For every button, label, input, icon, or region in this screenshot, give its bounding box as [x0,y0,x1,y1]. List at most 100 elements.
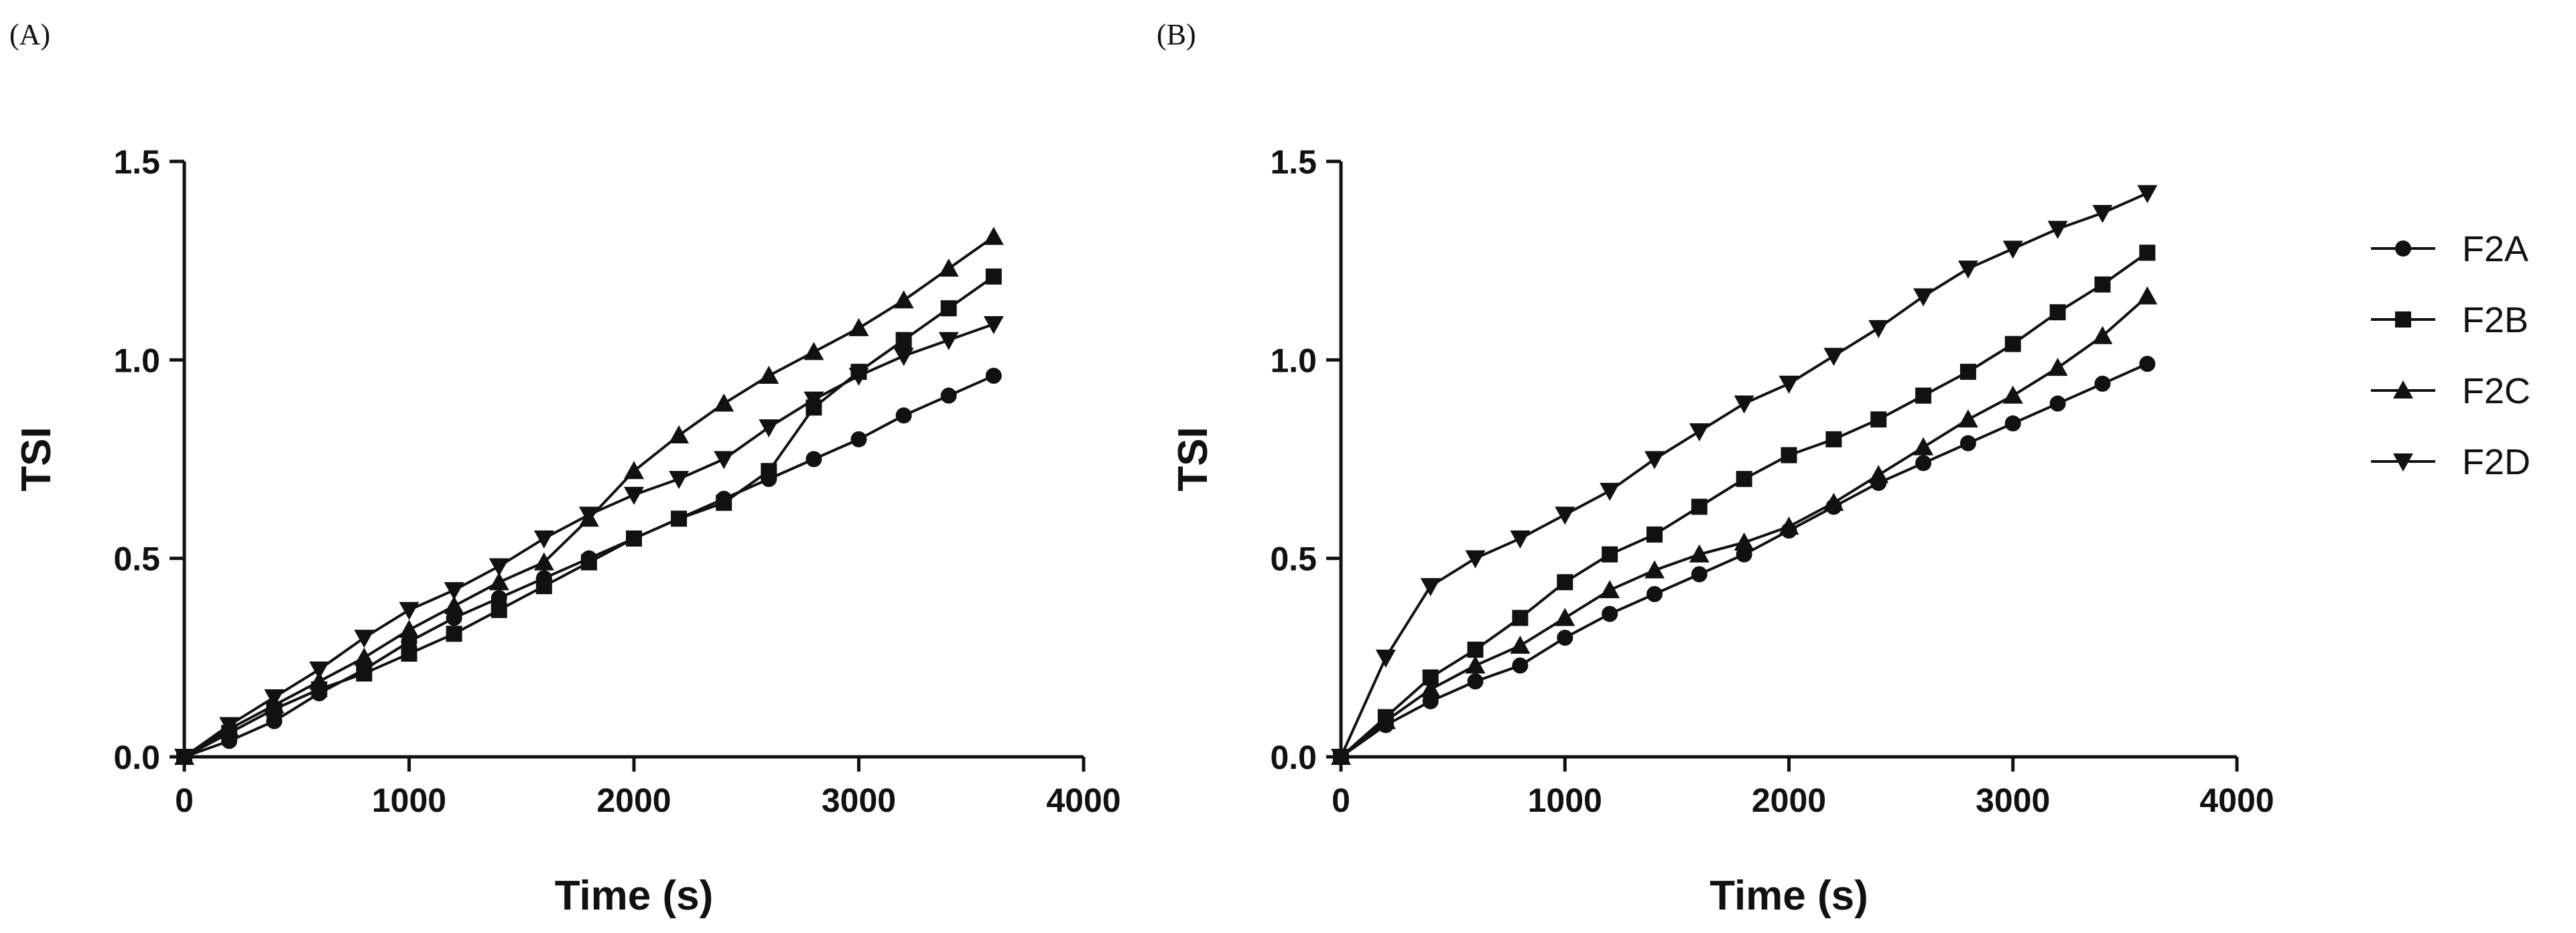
point-a-f2c-4 [354,647,375,666]
x-tick-label-b-3: 3000 [1976,782,2050,819]
point-b-f2c-18 [2137,286,2158,305]
point-b-f2a-3 [1467,673,1484,690]
point-b-f2d-6 [1600,482,1620,501]
point-b-f2b-18 [2139,244,2156,261]
x-tick-label-a-2: 2000 [596,782,671,819]
series-line-b-f2b [1340,251,2148,758]
panel-label-b: (B) [1157,18,1196,51]
point-b-f2a-17 [2094,375,2111,392]
point-b-f2c-14 [1957,409,1978,428]
point-b-f2b-3 [1467,641,1484,658]
point-b-f2b-16 [2049,304,2066,321]
legend-marker-f2a [2395,240,2411,257]
point-b-f2b-13 [1915,387,1932,404]
point-a-f2d-15 [848,368,869,386]
point-b-f2c-8 [1689,544,1710,563]
point-b-f2c-6 [1600,580,1620,599]
point-a-f2d-10 [624,486,644,505]
point-a-f2c-12 [714,393,734,412]
point-b-f2d-3 [1465,550,1486,569]
point-a-f2c-15 [848,317,869,336]
point-a-f2a-16 [895,407,912,424]
point-b-f2b-17 [2094,276,2111,293]
point-b-f2c-7 [1644,560,1665,579]
point-b-f2a-16 [2049,395,2066,412]
point-b-f2d-16 [2047,220,2068,239]
y-tick-label-a-3: 1.5 [113,143,160,181]
x-tick-label-b-4: 4000 [2199,782,2274,819]
point-a-f2a-17 [940,387,957,404]
point-a-f2c-10 [624,461,644,480]
point-b-f2d-8 [1689,423,1710,442]
point-b-f2a-13 [1915,455,1932,472]
point-b-f2d-4 [1510,530,1531,549]
point-a-f2b-7 [491,601,507,618]
x-tick-label-b-1: 1000 [1528,782,1602,819]
point-a-f2b-11 [671,510,688,527]
point-b-f2b-15 [2004,336,2021,352]
point-b-f2d-18 [2137,185,2158,204]
legend-marker-f2d [2393,453,2413,472]
point-b-f2c-10 [1779,516,1799,535]
x-tick-label-b-2: 2000 [1752,782,1826,819]
point-b-f2d-12 [1868,319,1889,338]
point-b-f2b-14 [1959,364,1976,380]
point-b-f2d-1 [1375,649,1396,668]
point-a-f2d-17 [938,332,959,350]
point-a-f2b-8 [535,578,552,595]
point-a-f2c-16 [893,290,914,309]
point-b-f2d-0 [1331,749,1351,767]
y-tick-label-b-1: 0.5 [1270,541,1317,578]
point-b-f2d-5 [1555,506,1575,525]
point-a-f2b-17 [940,300,957,317]
point-b-f2d-15 [2002,240,2023,259]
point-b-f2c-16 [2047,358,2068,376]
y-tick-label-a-1: 0.5 [113,541,160,578]
point-b-f2d-2 [1420,578,1441,597]
y-tick-label-a-2: 1.0 [113,342,160,379]
legend: F2A F2B F2C F2D [2371,229,2530,482]
legend-label-f2b: F2B [2462,300,2528,340]
point-a-f2c-14 [803,342,824,360]
point-a-f2b-13 [761,463,777,480]
point-a-f2c-11 [669,425,690,443]
point-a-f2c-6 [444,595,464,614]
point-b-f2d-9 [1734,395,1754,414]
panel-label-a: (A) [9,18,50,51]
point-a-f2d-13 [759,419,779,438]
point-b-f2a-14 [1959,435,1976,451]
point-b-f2c-15 [2002,385,2023,404]
point-a-f2b-4 [356,665,373,682]
point-a-f2d-14 [803,391,824,410]
point-b-f2a-4 [1512,657,1529,674]
point-b-f2c-4 [1510,636,1531,654]
chart-a: 0 1000 2000 3000 4000 0.0 0.5 1.0 1.5 Time (s) TSI [13,143,1121,919]
x-tick-label-a-0: 0 [175,782,194,819]
x-tick-label-a-3: 3000 [822,782,896,819]
y-tick-label-a-0: 0.0 [113,739,160,776]
legend-marker-f2c [2393,380,2413,399]
point-a-f2b-5 [401,645,417,662]
point-b-f2a-7 [1646,586,1663,603]
point-b-f2a-5 [1557,630,1573,646]
point-a-f2d-6 [444,582,464,601]
point-a-f2b-16 [895,332,912,348]
point-b-f2b-9 [1736,471,1752,488]
legend-label-f2a: F2A [2462,229,2528,269]
point-a-f2d-1 [219,717,240,735]
point-a-f2d-11 [669,471,690,490]
x-tick-label-a-1: 1000 [372,782,446,819]
point-a-f2b-18 [985,268,1002,285]
point-a-f2b-9 [580,554,597,571]
point-b-f2c-17 [2092,326,2113,344]
point-b-f2c-3 [1465,655,1486,674]
y-tick-label-b-0: 0.0 [1270,739,1317,776]
point-a-f2c-3 [309,671,330,690]
point-b-f2d-7 [1644,451,1665,470]
x-tick-label-b-0: 0 [1332,782,1350,819]
point-a-f2c-18 [983,226,1004,245]
point-a-f2d-2 [264,689,285,708]
point-a-f2d-0 [174,749,194,767]
point-a-f2a-15 [850,431,867,447]
point-b-f2d-13 [1913,288,1934,307]
